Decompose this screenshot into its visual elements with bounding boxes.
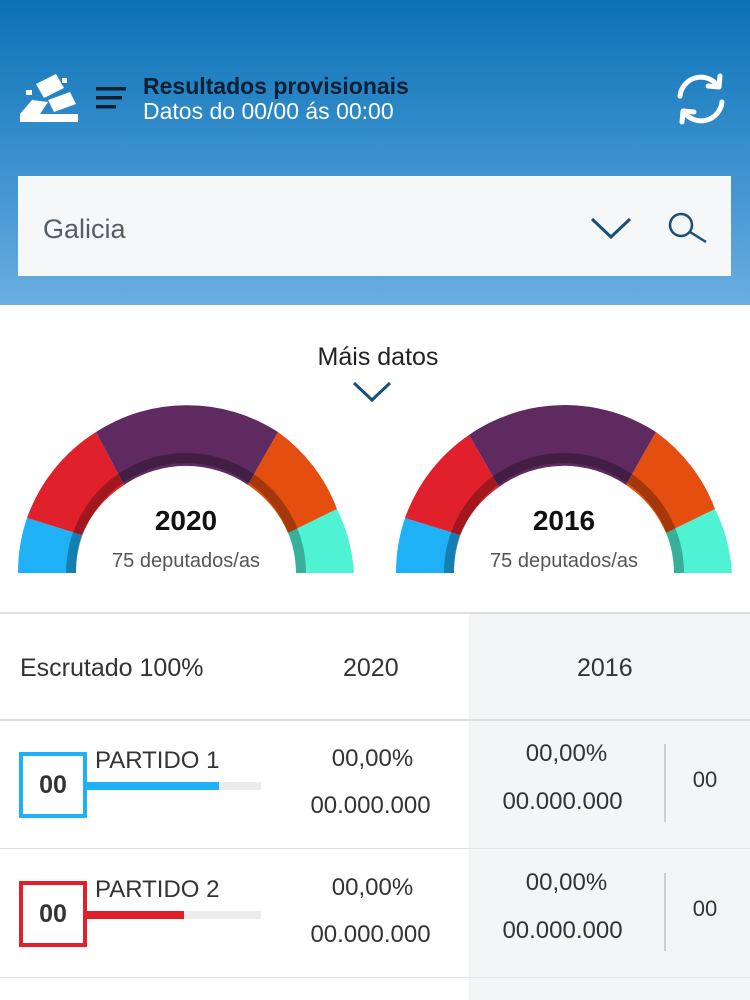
- divider: [0, 612, 750, 614]
- hemicycle-chart: [17, 405, 354, 573]
- row-divider: [0, 977, 750, 978]
- hemicycle-2016: 2016 75 deputados/as: [395, 405, 732, 575]
- seats-badge: 00: [19, 752, 87, 818]
- gauge-seats-total: 75 deputados/as: [490, 550, 638, 572]
- app-header: Resultados provisionais Datos do 00/00 á…: [0, 0, 750, 305]
- region-select-value: Galicia: [43, 214, 126, 244]
- percent-2020: 00,00%: [331, 874, 414, 901]
- row-divider: [0, 848, 750, 849]
- divider: [664, 744, 666, 822]
- divider: [664, 873, 666, 951]
- seats-count: 00: [39, 771, 67, 799]
- seats-2016: 00: [692, 896, 718, 921]
- seats-badge: 00: [19, 881, 87, 947]
- page-subtitle: Datos do 00/00 ás 00:00: [143, 98, 394, 124]
- more-data-toggle[interactable]: Máis datos: [317, 343, 439, 371]
- votes-2016: 00.000.000: [502, 917, 623, 944]
- menu-icon[interactable]: [96, 86, 126, 110]
- party-name: PARTIDO 2: [95, 876, 220, 903]
- hemicycle-2020: 2020 75 deputados/as: [17, 405, 354, 575]
- gauge-year: 2020: [154, 505, 218, 536]
- gauge-seats-total: 75 deputados/as: [112, 550, 260, 572]
- region-select[interactable]: Galicia: [18, 176, 731, 276]
- page-title: Resultados provisionais: [143, 73, 409, 99]
- column-header-2020: 2020: [343, 654, 399, 682]
- refresh-icon[interactable]: [670, 72, 732, 126]
- divider: [0, 719, 750, 721]
- vote-bar-track: [87, 911, 261, 919]
- table-row[interactable]: 00 PARTIDO 2 00,00% 00.000.000 00,00% 00…: [0, 850, 750, 978]
- votes-2020: 00.000.000: [310, 921, 431, 948]
- hemicycle-chart: [395, 405, 732, 573]
- gauge-year: 2016: [532, 505, 596, 536]
- party-name: PARTIDO 1: [95, 747, 220, 774]
- vote-bar-track: [87, 782, 261, 790]
- percent-2016: 00,00%: [525, 740, 608, 767]
- chevron-down-icon[interactable]: [590, 214, 632, 242]
- ballot-box-icon: [20, 74, 78, 122]
- search-icon[interactable]: [666, 210, 710, 246]
- table-row[interactable]: 00 PARTIDO 1 00,00% 00.000.000 00,00% 00…: [0, 721, 750, 849]
- vote-bar-fill: [87, 911, 185, 919]
- seats-count: 00: [39, 900, 67, 928]
- chevron-down-icon[interactable]: [352, 380, 392, 404]
- column-header-2016: 2016: [577, 654, 633, 682]
- votes-2016: 00.000.000: [502, 788, 623, 815]
- vote-bar-fill: [87, 782, 220, 790]
- column-2016-background: [469, 614, 750, 1000]
- percent-2020: 00,00%: [331, 745, 414, 772]
- votes-2020: 00.000.000: [310, 792, 431, 819]
- seats-2016: 00: [692, 767, 718, 792]
- percent-2016: 00,00%: [525, 869, 608, 896]
- counted-label: Escrutado 100%: [20, 654, 204, 682]
